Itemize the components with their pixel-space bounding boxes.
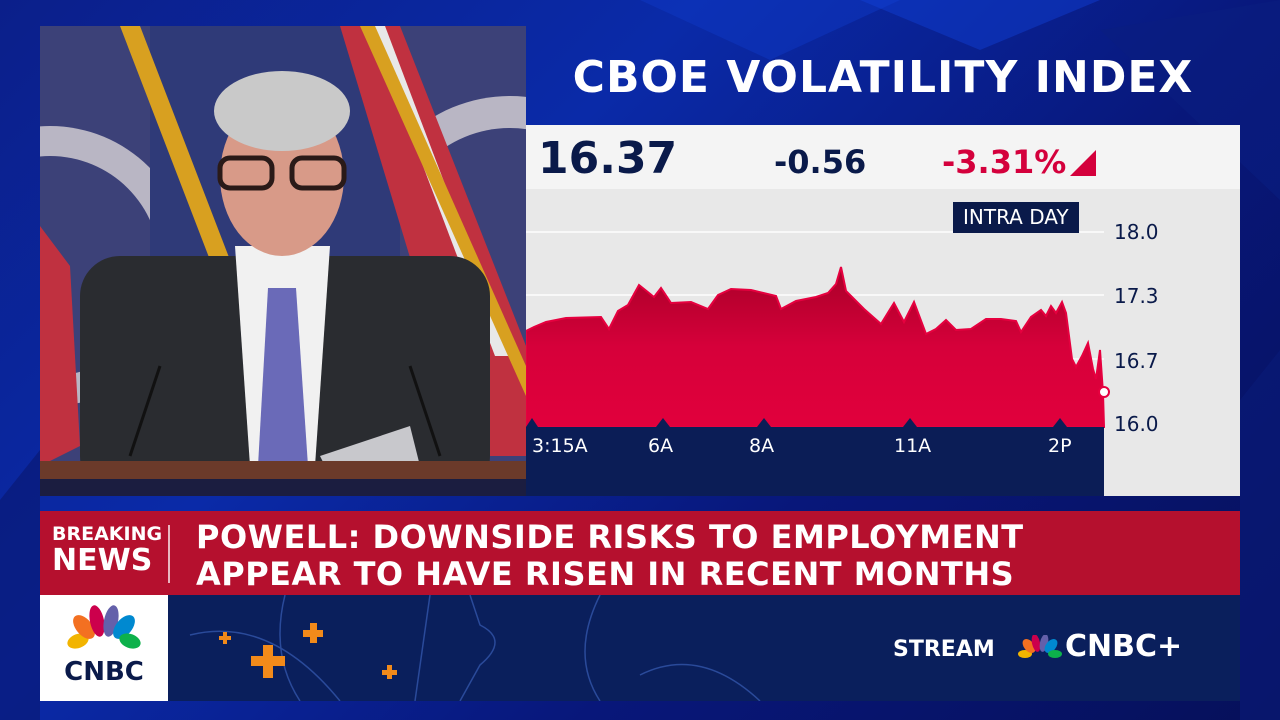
y-tick: 16.0 (1114, 412, 1159, 436)
plus-sparkle-icons (219, 623, 397, 679)
y-tick: 18.0 (1114, 220, 1159, 244)
x-tick: 2P (1048, 435, 1072, 457)
quote-strip: 16.37 -0.56 -3.31% (526, 125, 1240, 189)
headline-line-2: APPEAR TO HAVE RISEN IN RECENT MONTHS (196, 555, 1015, 593)
breaking-label: BREAKING (52, 523, 163, 545)
peacock-icon (67, 605, 141, 649)
x-tick: 8A (749, 435, 775, 457)
y-tick: 17.3 (1114, 284, 1159, 308)
logo-text: CNBC (64, 657, 144, 687)
graphic-title: CBOE VOLATILITY INDEX (572, 52, 1194, 103)
x-tick: 6A (648, 435, 674, 457)
decorative-pattern (189, 595, 761, 701)
chart-plot-area (526, 231, 1110, 428)
breaking-news-bar: BREAKING NEWS POWELL: DOWNSIDE RISKS TO … (40, 511, 1240, 595)
net-change: -0.56 (774, 143, 867, 181)
x-axis-band: 3:15A 6A 8A 11A 2P (526, 427, 1104, 496)
x-tick: 11A (894, 435, 932, 457)
stream-label: STREAM (893, 637, 995, 662)
cnbc-logo: CNBC (40, 595, 168, 701)
video-frame-illustration (40, 26, 526, 496)
last-point-marker (1098, 386, 1110, 398)
vix-area-series (526, 266, 1106, 428)
y-tick: 16.7 (1114, 349, 1159, 373)
percent-change: -3.31% (942, 143, 1067, 181)
lower-third-band: CNBC STREAM CNBC+ (40, 595, 1240, 701)
x-tick: 3:15A (532, 435, 588, 457)
breaking-news-label: BREAKING NEWS (52, 525, 162, 576)
divider (168, 525, 170, 583)
cnbc-plus-brand: CNBC+ (1065, 629, 1183, 664)
headline: POWELL: DOWNSIDE RISKS TO EMPLOYMENT APP… (196, 519, 1024, 593)
peacock-icon (1018, 635, 1062, 658)
headline-line-1: POWELL: DOWNSIDE RISKS TO EMPLOYMENT (196, 518, 1024, 556)
last-price: 16.37 (538, 133, 678, 184)
intraday-badge: INTRA DAY (953, 202, 1079, 233)
intraday-chart: INTRA DAY 18.0 17.3 16.7 16.0 3:15A 6A 8… (526, 189, 1240, 496)
down-triangle-icon (1070, 150, 1096, 176)
live-video-feed (40, 26, 526, 496)
news-label: NEWS (52, 543, 153, 578)
